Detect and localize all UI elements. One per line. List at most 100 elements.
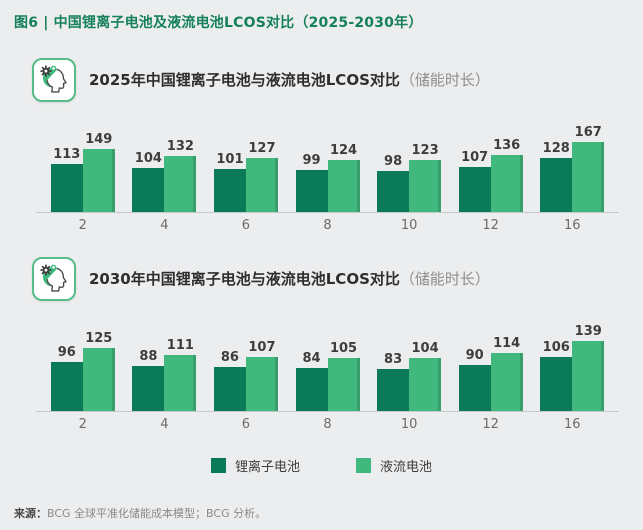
section-title-2030: 2030年中国锂离子电池与液流电池LCOS对比（储能时长） [89,270,490,289]
bar-flow [327,357,360,411]
bar-column: 111 [164,337,197,411]
bar-value-label: 125 [85,330,113,346]
bar-value-label: 99 [302,153,321,169]
bar-value-label: 111 [166,337,194,353]
bar-group: 90 114 [450,337,532,411]
bar-flow [572,141,605,212]
source-text: BCG 全球平准化储能成本模型；BCG 分析。 [47,507,267,520]
x-tick-label: 12 [482,218,499,233]
bar-value-label: 167 [574,124,602,140]
bar-column: 132 [164,140,197,212]
bar-group: 98 123 [368,144,450,212]
section-header-2025: 2025年中国锂离子电池与液流电池LCOS对比（储能时长） [32,58,629,102]
bar-value-label: 128 [542,141,570,156]
bar-flow [490,353,523,411]
bar-value-label: 149 [85,132,113,148]
bar-column: 136 [490,137,523,212]
bar-value-label: 101 [216,152,244,168]
bar-value-label: 105 [329,340,358,356]
bar-column: 98 [377,155,410,212]
bar-li-ion [377,170,410,212]
bar-column: 167 [572,124,605,212]
bar-flow [327,159,360,212]
bar-value-label: 88 [139,349,158,365]
section-2030: 2030年中国锂离子电池与液流电池LCOS对比（储能时长） 96 125 88 111… [14,257,629,432]
bar-column: 88 [132,349,165,411]
bar-chart-2025: 113 149 104 132 101 127 99 124 98 123 107 136 128 167… [36,116,619,233]
bar-group: 113 149 [42,133,124,212]
x-tick-label: 8 [323,218,332,233]
bar-flow [490,154,523,212]
section-title-2025: 2025年中国锂离子电池与液流电池LCOS对比（储能时长） [89,71,490,90]
x-tick-label: 10 [400,218,418,233]
bar-li-ion [295,170,328,212]
bar-value-label: 104 [411,341,439,357]
bar-group: 101 127 [205,142,287,212]
bar-chart-2030: 96 125 88 111 86 107 84 105 83 104 90 114 106 139 2 4 6 8… [36,315,619,432]
bar-group: 84 105 [287,342,369,411]
bar-group: 107 136 [450,139,532,212]
bar-column: 128 [540,141,573,212]
section-title-text: 2030年中国锂离子电池与液流电池LCOS对比 [89,269,400,288]
bar-value-label: 104 [134,151,162,167]
bar-group: 88 111 [124,339,206,411]
bar-column: 104 [132,151,165,212]
bar-value-label: 86 [220,350,239,366]
bar-column: 101 [213,152,246,212]
x-tick-label: 6 [241,218,251,233]
bar-flow [409,358,442,411]
bar-li-ion [458,365,491,411]
bar-column: 124 [327,142,360,212]
bar-flow [572,340,605,411]
legend-label-flow: 液流电池 [380,460,433,475]
x-tick-label: 4 [160,218,169,233]
bar-flow [82,347,115,411]
bar-column: 139 [572,323,605,411]
x-tick-label: 2 [78,218,87,233]
bar-group: 86 107 [205,341,287,411]
bar-column: 84 [295,352,328,411]
head-with-gear-icon [32,257,76,301]
bar-column: 149 [82,132,115,212]
bar-column: 107 [458,151,491,212]
bar-value-label: 90 [465,348,484,364]
legend-label-li-ion: 锂离子电池 [234,460,300,475]
bar-column: 96 [50,346,83,411]
bar-value-label: 113 [53,147,81,163]
bar-value-label: 124 [329,142,358,158]
bar-group: 128 167 [531,124,613,212]
bar-group: 104 132 [124,140,206,212]
bar-flow [164,156,197,212]
plot-area: 96 125 88 111 86 107 84 105 83 104 90 114 106 139 [36,315,619,412]
bar-value-label: 106 [542,340,570,356]
x-axis: 2 4 6 8 10 12 16 [36,412,619,432]
bar-value-label: 136 [493,137,521,153]
bar-value-label: 114 [493,336,521,352]
bar-column: 86 [213,350,246,411]
x-tick-label: 16 [563,417,581,432]
bar-li-ion [377,368,410,411]
bar-flow [245,356,278,411]
bar-li-ion [295,368,328,411]
bar-group: 106 139 [531,325,613,411]
bar-value-label: 83 [384,351,403,367]
bar-li-ion [50,362,83,411]
bar-value-label: 127 [248,141,276,157]
bar-value-label: 139 [574,323,602,339]
source-label: 来源： [14,507,47,520]
bar-li-ion [50,164,83,212]
bar-flow [164,354,197,411]
section-2025: 2025年中国锂离子电池与液流电池LCOS对比（储能时长） 113 149 104 1… [14,58,629,233]
bar-column: 127 [245,141,278,212]
legend-swatch-dark-green [210,458,226,473]
x-tick-label: 4 [160,417,169,432]
bar-li-ion [213,169,246,212]
section-title-suffix: （储能时长） [399,70,490,89]
plot-area: 113 149 104 132 101 127 99 124 98 123 107 136 128 167 [36,116,619,213]
section-title-suffix: （储能时长） [399,269,490,288]
x-tick-label: 10 [400,417,418,432]
x-tick-label: 2 [78,417,87,432]
legend-item-li-ion: 锂离子电池 [210,456,300,475]
bar-group: 96 125 [42,332,124,411]
